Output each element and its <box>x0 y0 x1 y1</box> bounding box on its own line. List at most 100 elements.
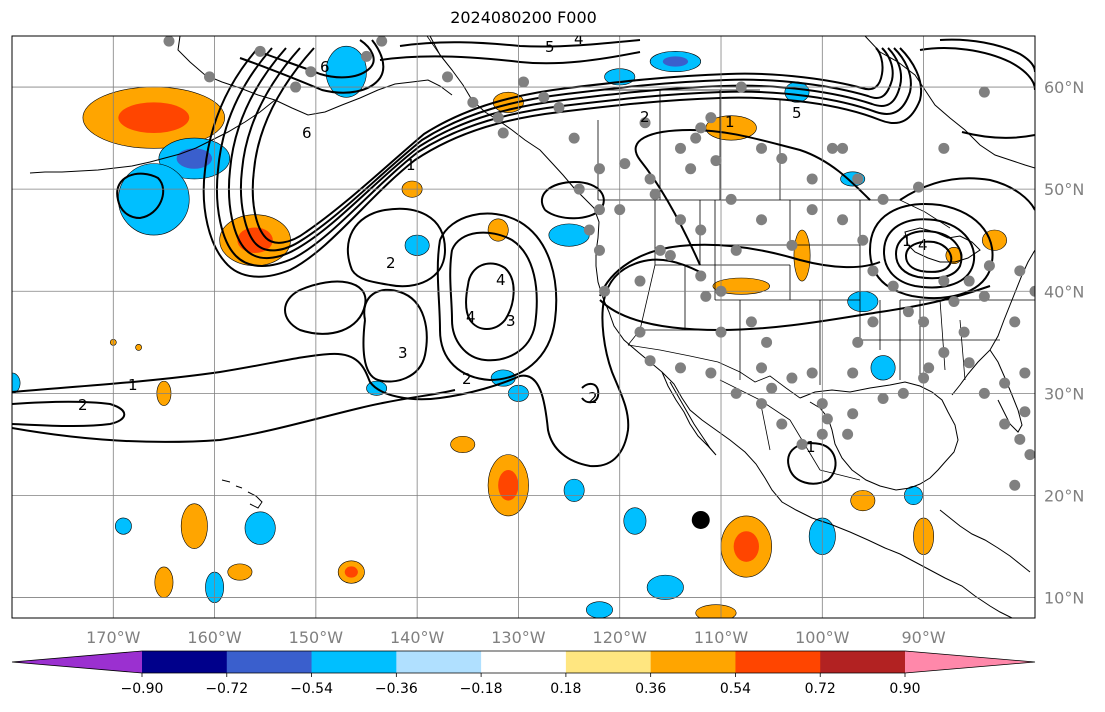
anomaly-patch <box>180 503 208 549</box>
station-dot <box>842 428 854 440</box>
station-dot <box>695 224 707 236</box>
longitude-tick-labels: 170°W 160°W 150°W 140°W 130°W 120°W 110°W 100°W… <box>86 628 946 647</box>
anomaly-patch <box>118 163 190 236</box>
station-dot <box>938 142 950 154</box>
station-dot <box>730 244 742 256</box>
station-dot <box>756 142 768 154</box>
station-dot <box>649 188 661 200</box>
continental-contour-1 <box>599 285 991 332</box>
anomaly-patch <box>12 372 21 394</box>
station-dot <box>538 91 550 103</box>
anomaly-patch <box>227 563 253 581</box>
latitude-tick-label: 60°N <box>1044 78 1084 97</box>
station-dot <box>786 372 798 384</box>
colorbar-tick-label: 0.18 <box>550 681 581 697</box>
station-dot <box>978 290 990 302</box>
colorbar-bin <box>820 651 906 673</box>
pacific-high-contour-3-b <box>362 288 428 383</box>
contour-label-4: 4 <box>496 271 506 289</box>
anomaly-patch <box>870 355 896 381</box>
station-dot <box>644 355 656 367</box>
station-dot <box>163 36 175 47</box>
station-dot <box>761 336 773 348</box>
contour-label-2: 2 <box>588 389 598 407</box>
station-dot <box>1009 479 1021 491</box>
station-dot <box>806 367 818 379</box>
station-dot <box>695 270 707 282</box>
longitude-tick-label: 140°W <box>390 628 445 647</box>
colorbar-tick-label: −0.72 <box>205 681 248 697</box>
station-dot <box>902 306 914 318</box>
baja-california-coastline <box>661 371 717 456</box>
station-dot <box>634 326 646 338</box>
station-dot <box>786 239 798 251</box>
latitude-tick-label: 50°N <box>1044 180 1084 199</box>
us-state-borders <box>627 200 1035 385</box>
north-contour-arc-2 <box>379 51 641 65</box>
station-dot <box>756 214 768 226</box>
contour-label-2: 2 <box>78 396 88 414</box>
alaska-contour-6 <box>254 39 375 79</box>
station-dot <box>1034 253 1035 258</box>
colorbar: −0.90 −0.72 −0.54 −0.36 −0.18 0.18 0.36 0.54 0.7… <box>11 650 1036 697</box>
great-lakes-low-ring-4 <box>905 240 953 273</box>
station-dot <box>685 163 697 175</box>
station-dot <box>674 214 686 226</box>
station-dot <box>1009 316 1021 328</box>
colorbar-bin <box>396 651 482 673</box>
station-dot <box>1014 265 1026 277</box>
anomaly-patch-core <box>176 148 213 169</box>
station-dot <box>948 295 960 307</box>
marker-dot <box>691 510 710 529</box>
colorbar-bin <box>565 651 652 673</box>
station-dot <box>877 392 889 404</box>
jet-contour-1 <box>202 47 923 278</box>
station-dot <box>963 275 975 287</box>
anomaly-patch-core <box>118 102 190 133</box>
station-dot <box>467 96 479 108</box>
latitude-tick-label: 30°N <box>1044 384 1084 403</box>
anomaly-patch <box>548 223 590 247</box>
contour-label-1: 1 <box>725 113 735 131</box>
jet-contour-2 <box>215 47 912 267</box>
colorbar-bin <box>481 651 567 673</box>
pacific-high-contour-2-a <box>346 207 447 288</box>
station-dot <box>695 122 707 134</box>
anomaly-patch-core <box>344 566 358 578</box>
station-dot <box>923 362 935 374</box>
pacific-contour-2-outer <box>12 389 456 443</box>
anomaly-patch-core <box>237 227 273 253</box>
station-dot <box>568 132 580 144</box>
station-dot <box>1040 347 1051 358</box>
station-dot <box>705 112 717 124</box>
station-dot <box>690 132 702 144</box>
station-dot <box>1014 433 1026 445</box>
station-dot <box>821 413 833 425</box>
gridlines-layer <box>12 36 1035 618</box>
north-contour-arc-1 <box>399 39 641 48</box>
colorbar-bin <box>226 651 313 673</box>
station-dot <box>518 76 529 88</box>
station-dot <box>776 418 788 430</box>
station-dot <box>826 142 838 154</box>
longitude-tick-label: 90°W <box>901 628 945 647</box>
station-dot <box>913 181 925 193</box>
longitude-tick-label: 170°W <box>86 628 141 647</box>
station-dot <box>1024 449 1035 461</box>
station-dot <box>837 142 849 154</box>
contour-label-8: 1 <box>902 232 912 250</box>
station-dot <box>674 362 686 374</box>
central-america-coast <box>939 509 1031 573</box>
station-dot <box>725 193 737 205</box>
contour-label-1: 1 <box>128 376 138 394</box>
colorbar-tick-label: −0.18 <box>460 681 503 697</box>
station-dot <box>1019 406 1031 418</box>
colorbar-bin <box>650 651 736 673</box>
station-dot <box>745 316 757 328</box>
anomaly-patch <box>586 601 613 618</box>
station-dot <box>644 173 656 185</box>
colorbar-extend-high <box>905 651 1035 673</box>
anomaly-patch <box>850 490 876 512</box>
contour-label-2: 2 <box>462 370 472 388</box>
